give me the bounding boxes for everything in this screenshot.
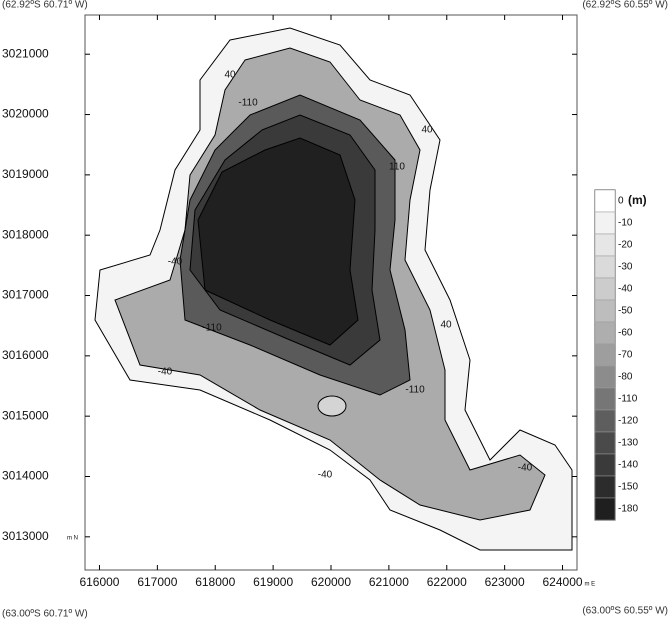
- legend-swatch: [595, 498, 615, 520]
- island: [318, 396, 346, 416]
- y-tick-label: 3019000: [2, 167, 49, 181]
- contour-label: -110: [238, 98, 258, 109]
- y-tick-label: 3015000: [2, 408, 49, 422]
- legend-label: 0: [618, 196, 624, 207]
- legend-label: -30: [618, 262, 633, 273]
- contour-label: -40: [318, 470, 333, 481]
- contour-label: -110: [405, 385, 425, 396]
- legend-unit: (m): [628, 193, 647, 207]
- y-tick-label: 3021000: [2, 46, 49, 60]
- x-tick-label: 620000: [311, 575, 351, 589]
- legend-label: -130: [618, 438, 638, 449]
- legend-swatch: [595, 410, 615, 432]
- x-tick-label: 621000: [369, 575, 409, 589]
- legend-label: -180: [618, 504, 638, 515]
- x-tick-label: 617000: [137, 575, 177, 589]
- legend-label: -10: [618, 218, 633, 229]
- legend-label: -70: [618, 350, 633, 361]
- legend-label: -40: [618, 284, 633, 295]
- y-unit: m N: [67, 535, 78, 541]
- corner-label: (62.92ºS 60.55º W): [582, 0, 668, 11]
- legend-swatch: [595, 388, 615, 410]
- legend-label: -120: [618, 416, 638, 427]
- contour-label: 40: [224, 70, 236, 81]
- corner-label: (63.00ºS 60.71º W): [2, 609, 88, 620]
- y-tick-label: 3018000: [2, 227, 49, 241]
- legend-label: -110: [618, 394, 638, 405]
- legend-label: -60: [618, 328, 633, 339]
- legend-swatch: [595, 278, 615, 300]
- contour-label: 40: [421, 125, 433, 136]
- contour-label: 110: [389, 162, 405, 173]
- legend-swatch: [595, 476, 615, 498]
- legend-label: -20: [618, 240, 633, 251]
- corner-label: (63.00ºS 60.55º W): [582, 606, 668, 617]
- legend-swatch: [595, 256, 615, 278]
- legend-swatch: [595, 454, 615, 476]
- contour-label: -40: [518, 463, 533, 474]
- legend-label: -80: [618, 372, 633, 383]
- contour-label: -40: [168, 257, 183, 268]
- legend-swatch: [595, 234, 615, 256]
- legend-swatch: [595, 344, 615, 366]
- legend-swatch: [595, 190, 615, 212]
- legend-swatch: [595, 212, 615, 234]
- x-tick-label: 624000: [543, 575, 583, 589]
- contour-label: 40: [440, 320, 452, 331]
- y-tick-label: 3014000: [2, 469, 49, 483]
- x-tick-label: 622000: [427, 575, 467, 589]
- legend-label: -150: [618, 482, 638, 493]
- legend-swatch: [595, 432, 615, 454]
- y-tick-label: 3016000: [2, 348, 49, 362]
- corner-label: (62.92ºS 60.71º W): [2, 0, 88, 11]
- legend-label: -140: [618, 460, 638, 471]
- map: (62.92ºS 60.71º W) (62.92ºS 60.55º W) (63.…: [0, 0, 671, 626]
- contour-label: -110: [202, 323, 222, 334]
- x-tick-label: 619000: [253, 575, 293, 589]
- x-tick-label: 616000: [79, 575, 119, 589]
- y-tick-label: 3017000: [2, 288, 49, 302]
- y-tick-label: 3013000: [2, 529, 49, 543]
- legend-label: -50: [618, 306, 633, 317]
- x-tick-label: 623000: [485, 575, 525, 589]
- contour-label: -40: [158, 367, 173, 378]
- legend-swatch: [595, 300, 615, 322]
- x-tick-label: 618000: [195, 575, 235, 589]
- x-unit: m E: [585, 582, 596, 588]
- y-tick-label: 3020000: [2, 107, 49, 121]
- legend-swatch: [595, 366, 615, 388]
- legend-swatch: [595, 322, 615, 344]
